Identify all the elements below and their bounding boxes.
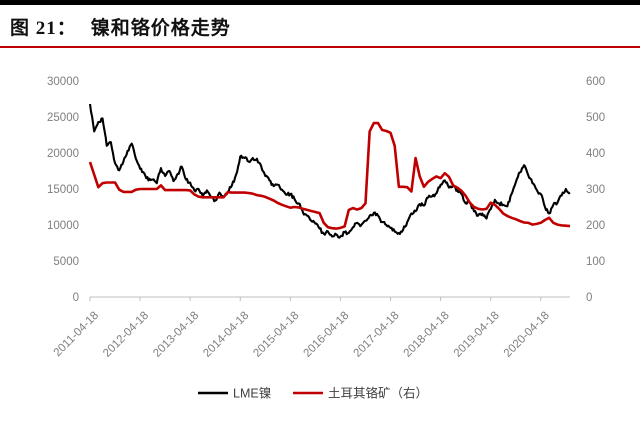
x-axis-tick-label: 2018-04-18: [402, 310, 452, 360]
left-axis-tick-label: 20000: [47, 148, 79, 160]
x-axis-tick-label: 2012-04-18: [101, 310, 151, 360]
left-axis-tick-label: 0: [73, 292, 79, 304]
x-axis-tick-label: 2017-04-18: [352, 310, 402, 360]
figure-number-label: 图 21：: [10, 18, 77, 39]
left-axis-tick-label: 15000: [47, 184, 79, 196]
nickel-price-line: [88, 103, 571, 239]
x-axis-tick-label: 2016-04-18: [301, 310, 351, 360]
chrome-ore-price-line: [88, 121, 571, 230]
left-axis-tick-label: 10000: [47, 220, 79, 232]
x-axis-tick-label: 2014-04-18: [201, 310, 251, 360]
left-axis-tick-label: 25000: [47, 112, 79, 124]
right-axis-tick-label: 300: [586, 184, 605, 196]
x-axis-tick-label: 2020-04-18: [502, 310, 552, 360]
title-underline-rule: [0, 46, 640, 48]
top-black-bar: [0, 0, 640, 5]
figure-title: 镍和铬价格走势: [90, 18, 231, 39]
figure-header: 图 21： 镍和铬价格走势: [10, 13, 630, 40]
x-axis-tick-label: 2015-04-18: [251, 310, 301, 360]
x-axis-tick-label: 2011-04-18: [52, 310, 101, 359]
x-axis-tick-label: 2013-04-18: [151, 310, 201, 360]
legend-label-chrome: 土耳其铬矿（右）: [328, 386, 428, 401]
right-axis-tick-label: 200: [586, 220, 605, 232]
left-axis-tick-label: 30000: [47, 76, 79, 88]
right-axis-tick-label: 0: [586, 292, 592, 304]
right-axis-tick-label: 600: [586, 76, 605, 88]
left-axis-tick-label: 5000: [53, 256, 79, 268]
x-axis-tick-label: 2019-04-18: [452, 310, 502, 360]
right-axis-tick-label: 100: [586, 256, 605, 268]
legend-label-nickel: LME镍: [233, 387, 271, 401]
right-axis-tick-label: 500: [586, 112, 605, 124]
right-axis-tick-label: 400: [586, 148, 605, 160]
